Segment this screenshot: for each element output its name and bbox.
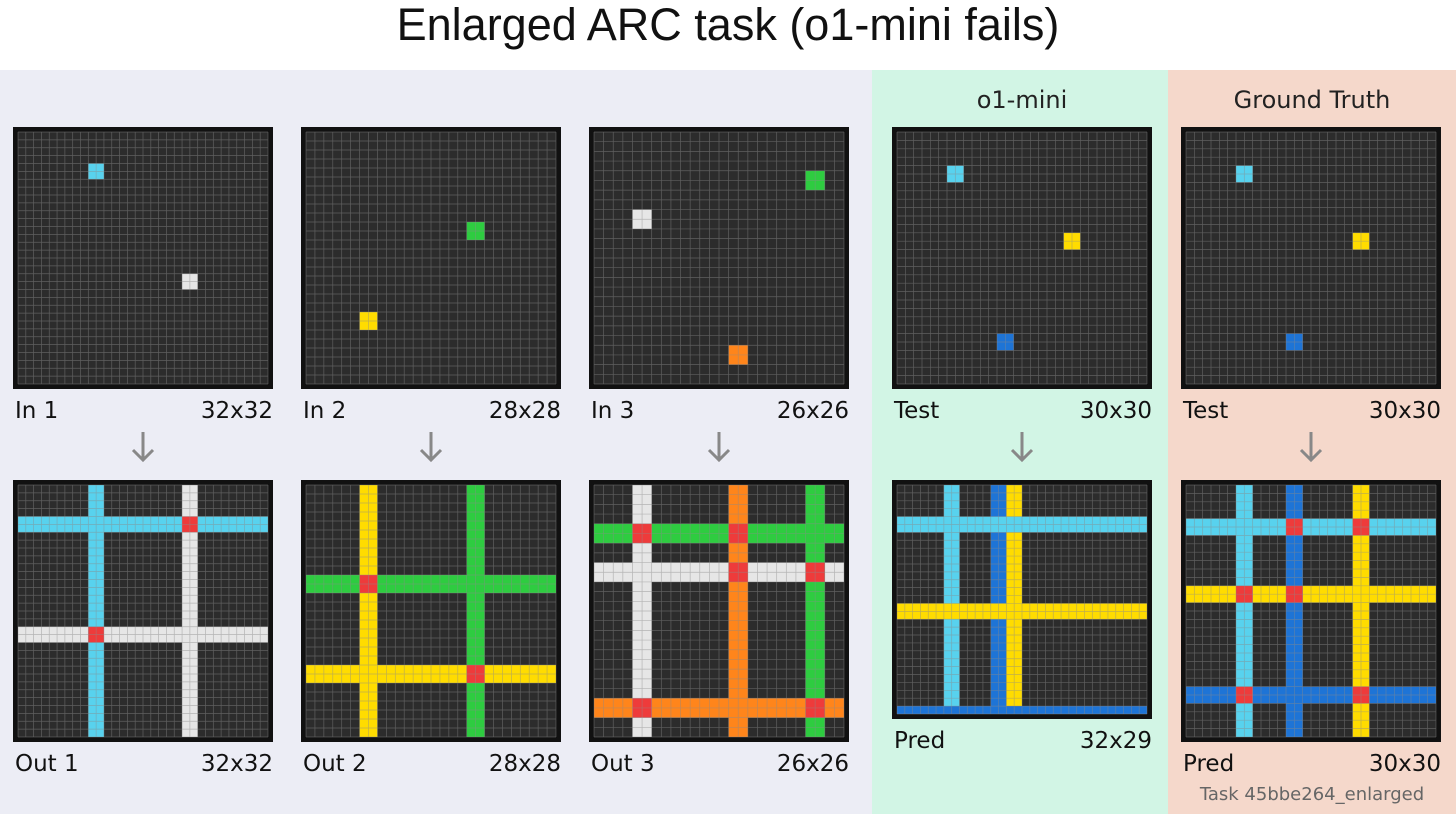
grid-lines	[17, 484, 269, 738]
grid-size: 26x26	[777, 751, 849, 777]
grid-label: In 3	[591, 398, 634, 424]
arrow	[707, 432, 731, 463]
grid-size: 26x26	[777, 398, 849, 424]
arrow	[419, 432, 443, 463]
grid-lines	[1185, 484, 1437, 738]
grid-label: Pred	[1183, 751, 1234, 777]
panel-header: Ground Truth	[1234, 86, 1391, 114]
grid-size: 30x30	[1369, 751, 1441, 777]
grid-lines	[305, 484, 557, 738]
grid-lines	[17, 131, 269, 385]
grid-label: Test	[1182, 398, 1228, 424]
title: Enlarged ARC task (o1-mini fails)	[397, 0, 1060, 50]
panel-header: o1-mini	[977, 86, 1068, 114]
grid-label: Test	[893, 398, 939, 424]
grid-lines	[593, 131, 845, 385]
grid-label: Out 1	[15, 751, 79, 777]
grid-size: 32x29	[1080, 728, 1152, 754]
grid-lines	[593, 484, 845, 738]
arrow	[1010, 432, 1034, 463]
grid-lines	[896, 131, 1148, 385]
grid-label: Pred	[894, 728, 945, 754]
grid-size: 28x28	[489, 751, 561, 777]
task-id: Task 45bbe264_enlarged	[1199, 784, 1424, 805]
grid-label: Out 3	[591, 751, 655, 777]
arrow	[1299, 432, 1323, 463]
grid-size: 32x32	[201, 751, 273, 777]
grid-lines	[305, 131, 557, 385]
arrow	[131, 432, 155, 463]
grid-lines	[896, 484, 1148, 715]
grid-label: In 2	[303, 398, 346, 424]
grid-label: In 1	[15, 398, 58, 424]
grid-size: 30x30	[1369, 398, 1441, 424]
grid-size: 28x28	[489, 398, 561, 424]
grid-label: Out 2	[303, 751, 367, 777]
grid-size: 30x30	[1080, 398, 1152, 424]
grid-size: 32x32	[201, 398, 273, 424]
grid-lines	[1185, 131, 1437, 385]
